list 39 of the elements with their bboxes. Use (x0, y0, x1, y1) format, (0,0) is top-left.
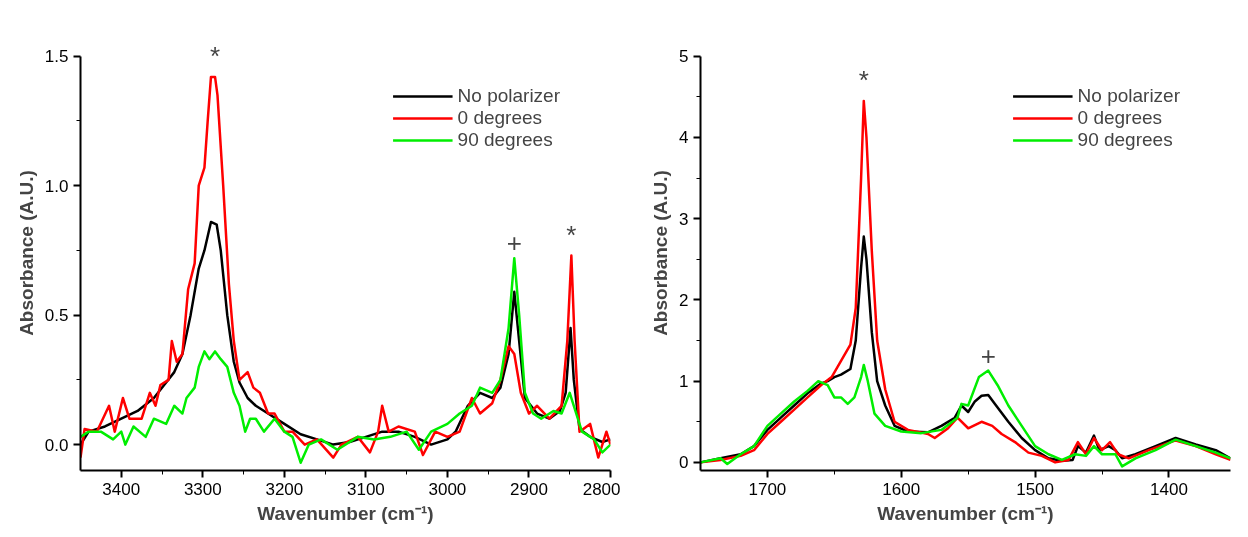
y-axis-title: Absorbance (A.U.) (650, 170, 672, 336)
line-series (80, 256, 611, 464)
annotation: * (566, 219, 577, 250)
annotation: * (209, 40, 221, 71)
legend-label: No polarizer (457, 85, 560, 107)
y-tick-label: 1 (679, 372, 689, 392)
legend-label: 0 degrees (1077, 107, 1163, 129)
x-tick-label: 2900 (510, 479, 548, 499)
x-tick-label: 1500 (1016, 479, 1055, 499)
x-axis-title: Wavenumber (cm⁻¹) (877, 502, 1054, 524)
legend-label: 90 degrees (457, 129, 553, 151)
y-tick-label: 0.5 (44, 306, 69, 326)
annotation: + (506, 228, 522, 259)
y-tick-label: 4 (679, 128, 689, 148)
y-tick-label: 0.0 (44, 435, 69, 455)
y-tick-label: 1.0 (44, 176, 69, 196)
x-tick-label: 3400 (102, 479, 141, 499)
x-tick-label: 1600 (882, 479, 921, 499)
x-tick-label: 1400 (1150, 479, 1188, 499)
x-tick-label: 1700 (748, 479, 787, 499)
legend-label: No polarizer (1077, 85, 1180, 107)
annotation: * (858, 64, 869, 95)
legend-label: 90 degrees (1077, 129, 1173, 151)
line-series (700, 363, 1231, 468)
y-tick-label: 1.5 (44, 47, 69, 67)
x-tick-label: 3000 (428, 479, 467, 499)
y-tick-label: 0 (679, 453, 689, 473)
y-tick-label: 3 (679, 209, 689, 229)
x-tick-label: 3300 (183, 479, 222, 499)
x-tick-label: 3100 (346, 479, 385, 499)
line-series (80, 75, 611, 459)
y-tick-label: 5 (679, 47, 689, 67)
y-tick-label: 2 (679, 290, 689, 310)
legend-label: 0 degrees (457, 107, 543, 129)
annotation: + (980, 340, 996, 371)
x-tick-label: 3200 (265, 479, 304, 499)
y-axis-title: Absorbance (A.U.) (15, 170, 37, 336)
x-tick-label: 2800 (582, 479, 621, 499)
x-axis-title: Wavenumber (cm⁻¹) (257, 502, 434, 524)
